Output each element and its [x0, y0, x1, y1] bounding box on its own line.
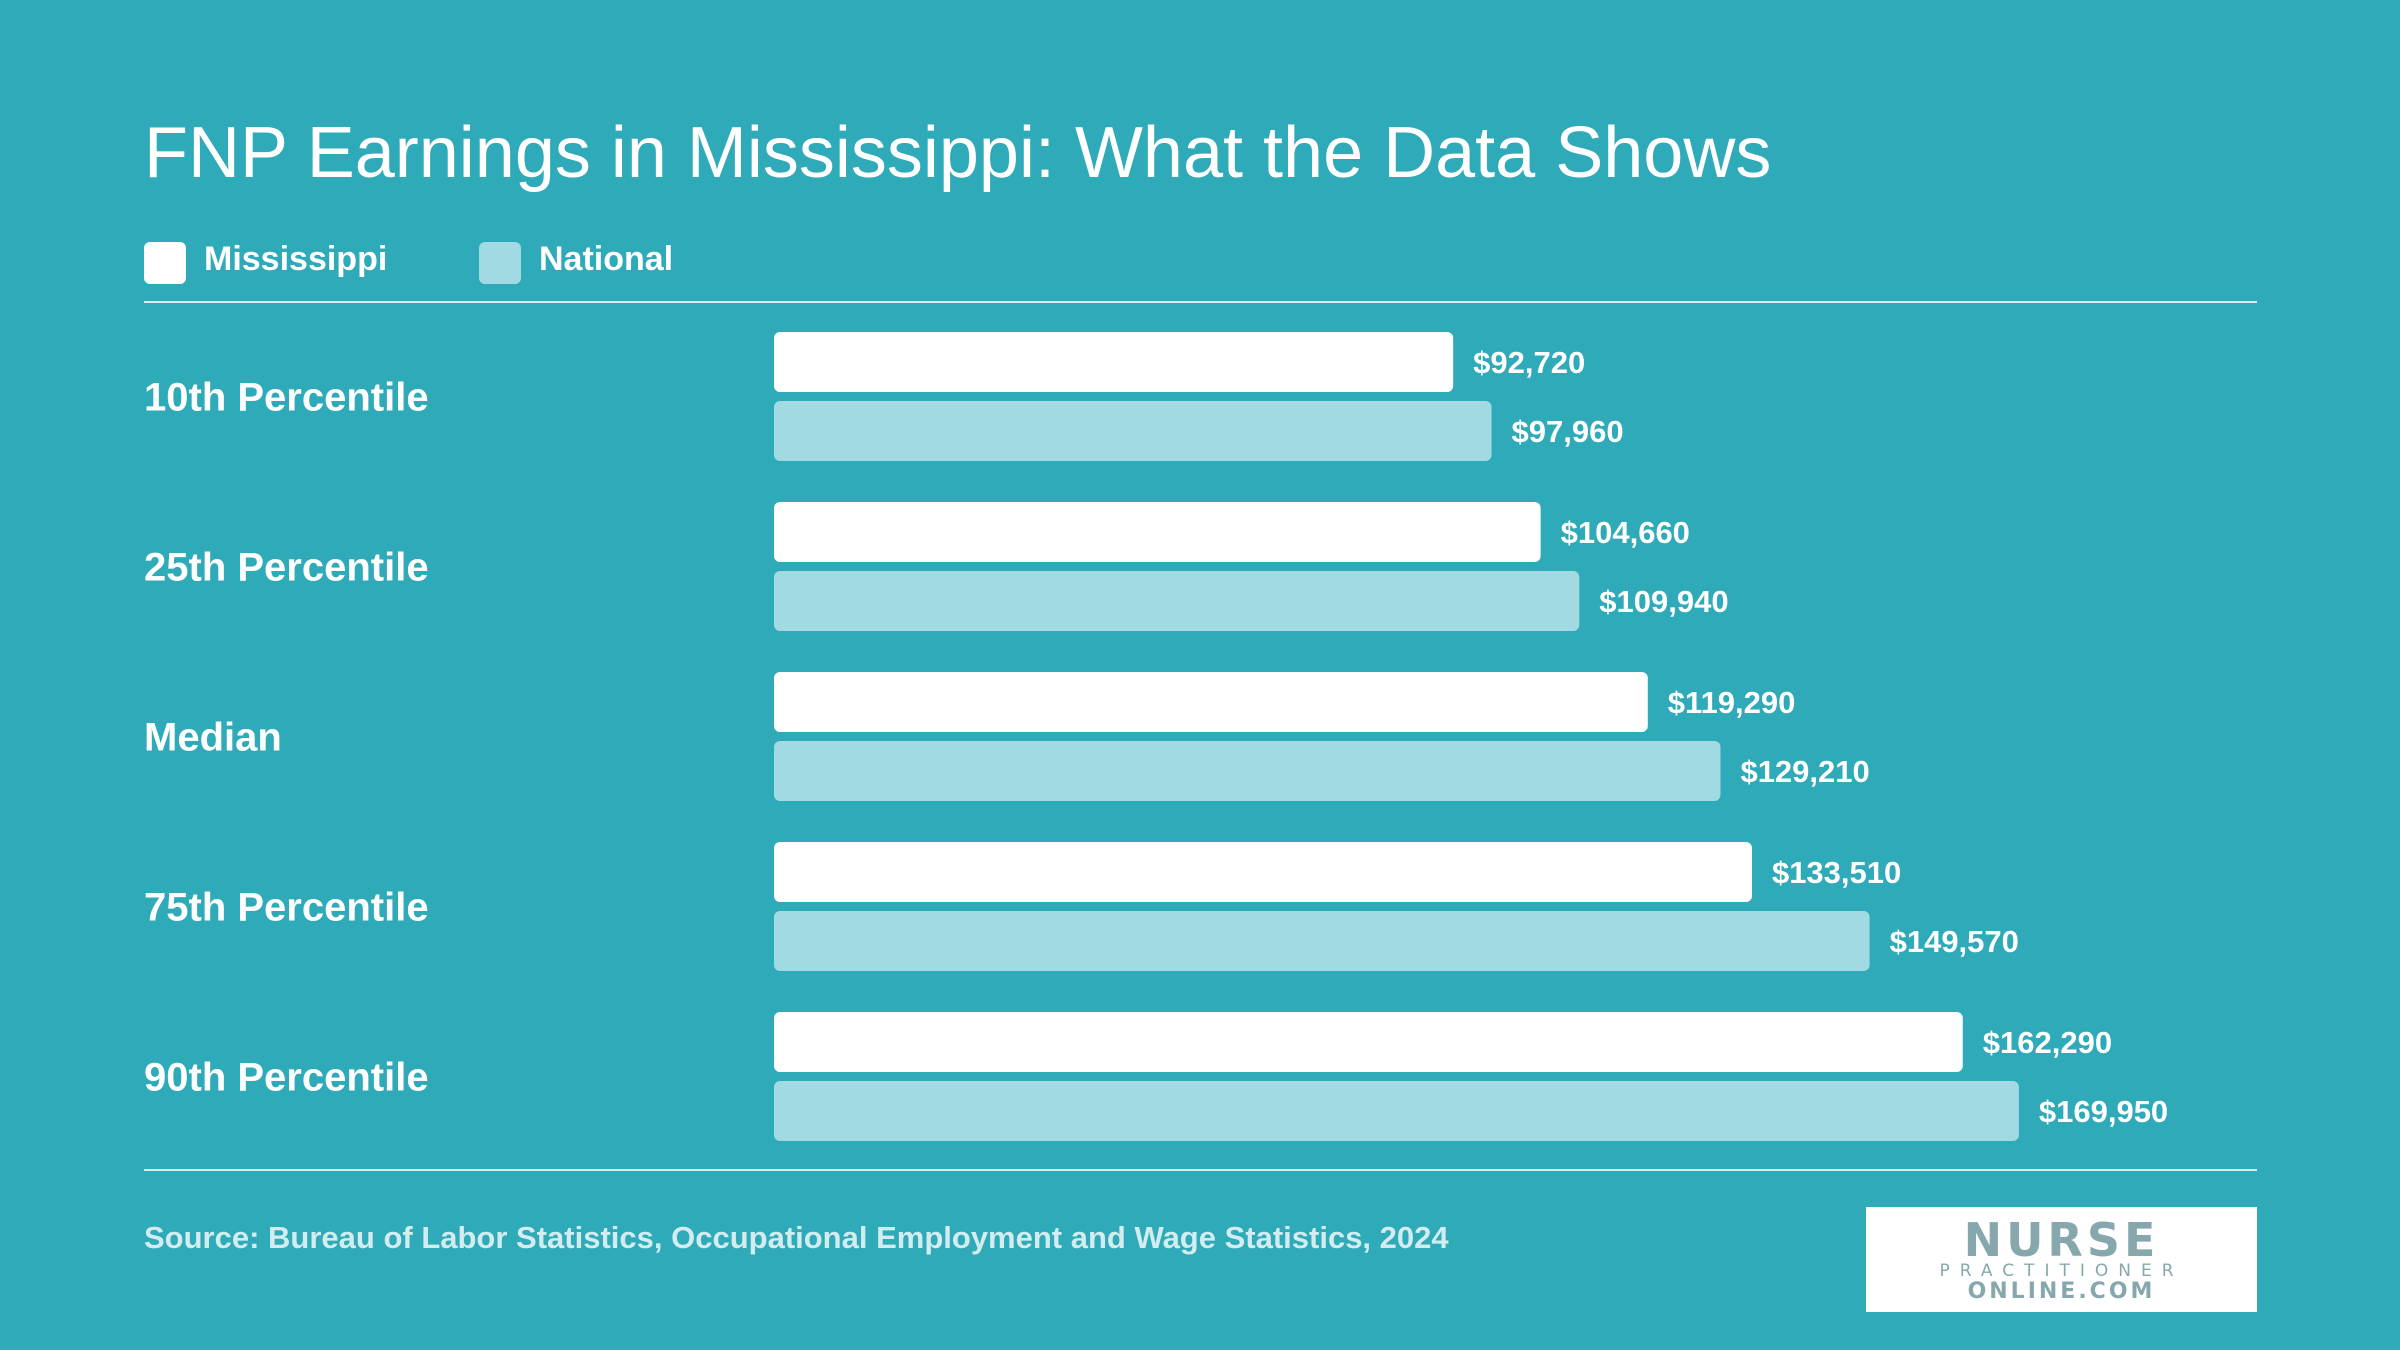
legend-label-national: National: [539, 240, 674, 278]
bar-mississippi-90th-percentile: [774, 1012, 1963, 1072]
logo-word-nurse: NURSE: [1963, 1213, 2160, 1267]
bar-national-90th-percentile: [774, 1081, 2019, 1141]
bar-mississippi-median: [774, 672, 1648, 732]
bar-mississippi-25th-percentile: [774, 502, 1541, 562]
value-label-national-median: $129,210: [1740, 754, 1869, 789]
category-label-10th-percentile: 10th Percentile: [144, 376, 429, 420]
value-label-mississippi-90th-percentile: $162,290: [1983, 1025, 2112, 1060]
bar-national-10th-percentile: [774, 401, 1492, 461]
value-label-mississippi-75th-percentile: $133,510: [1772, 855, 1901, 890]
legend-label-mississippi: Mississippi: [204, 240, 388, 278]
logo-word-online: ONLINE.COM: [1967, 1279, 2156, 1304]
category-label-75th-percentile: 75th Percentile: [144, 886, 429, 930]
value-label-mississippi-median: $119,290: [1668, 685, 1796, 720]
value-label-national-75th-percentile: $149,570: [1890, 924, 2019, 959]
bar-national-median: [774, 741, 1721, 801]
legend-swatch-mississippi: [144, 242, 186, 284]
top-divider: [144, 301, 2257, 303]
category-label-median: Median: [144, 716, 282, 760]
value-label-mississippi-25th-percentile: $104,660: [1561, 515, 1690, 550]
bar-mississippi-10th-percentile: [774, 332, 1454, 392]
source-note: Source: Bureau of Labor Statistics, Occu…: [144, 1220, 1449, 1255]
category-label-90th-percentile: 90th Percentile: [144, 1056, 429, 1100]
nurse-practitioner-online-logo: NURSE PRACTITIONER ONLINE.COM: [1866, 1207, 2257, 1312]
value-label-national-10th-percentile: $97,960: [1512, 414, 1624, 449]
value-label-national-25th-percentile: $109,940: [1599, 584, 1728, 619]
value-label-national-90th-percentile: $169,950: [2039, 1094, 2168, 1129]
category-label-25th-percentile: 25th Percentile: [144, 546, 429, 590]
legend-swatch-national: [479, 242, 521, 284]
bar-mississippi-75th-percentile: [774, 842, 1752, 902]
bottom-divider: [144, 1169, 2257, 1171]
chart-title: FNP Earnings in Mississippi: What the Da…: [144, 113, 1772, 193]
bar-national-75th-percentile: [774, 911, 1870, 971]
value-label-mississippi-10th-percentile: $92,720: [1473, 345, 1585, 380]
bar-national-25th-percentile: [774, 571, 1580, 631]
logo-word-practitioner: PRACTITIONER: [1939, 1261, 2184, 1281]
